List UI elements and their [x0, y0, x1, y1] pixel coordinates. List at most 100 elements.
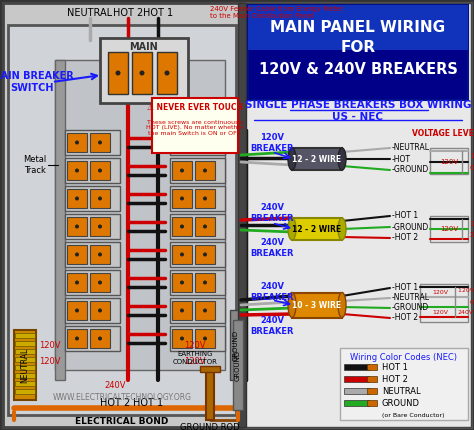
Text: 10 - 3 WIRE: 10 - 3 WIRE: [292, 301, 342, 310]
Bar: [67, 217, 87, 236]
Bar: [195, 301, 215, 320]
Text: GROUND: GROUND: [233, 329, 239, 361]
Text: GROUND: GROUND: [382, 399, 420, 408]
Ellipse shape: [180, 169, 184, 172]
Bar: [344, 400, 369, 406]
Ellipse shape: [203, 337, 207, 341]
Bar: [90, 133, 110, 152]
Ellipse shape: [180, 197, 184, 200]
Bar: [90, 245, 110, 264]
Bar: [15, 357, 35, 362]
Bar: [132, 52, 152, 94]
Text: MAIN PANEL WIRING: MAIN PANEL WIRING: [271, 21, 446, 36]
Bar: [65, 242, 120, 267]
Bar: [15, 389, 35, 394]
Text: 240V
BREAKER: 240V BREAKER: [250, 203, 294, 223]
Bar: [292, 148, 342, 170]
Ellipse shape: [75, 169, 79, 172]
Bar: [170, 242, 225, 267]
Ellipse shape: [288, 148, 296, 170]
Text: VOLTAGE LEVELS: VOLTAGE LEVELS: [412, 129, 474, 138]
Bar: [195, 329, 215, 348]
Bar: [100, 38, 188, 103]
Text: These screws are continuously
HOT (LIVE). No matter whether
the main Switch is O: These screws are continuously HOT (LIVE)…: [146, 120, 244, 136]
Ellipse shape: [203, 280, 207, 285]
Bar: [157, 52, 177, 94]
Bar: [170, 298, 225, 323]
Bar: [67, 301, 87, 320]
Bar: [367, 376, 377, 382]
Ellipse shape: [203, 141, 207, 144]
Bar: [65, 298, 120, 323]
Text: 120V: 120V: [39, 357, 61, 366]
Text: HOT 2: HOT 2: [382, 375, 408, 384]
Text: 120V & 240V BREAKERS: 120V & 240V BREAKERS: [258, 62, 457, 77]
Ellipse shape: [203, 224, 207, 228]
Bar: [195, 217, 215, 236]
Bar: [238, 3, 246, 427]
Text: 12 - 2 WIRE: 12 - 2 WIRE: [292, 154, 342, 163]
Ellipse shape: [338, 148, 346, 170]
Text: NEUTRAL: NEUTRAL: [382, 387, 420, 396]
Text: -HOT: -HOT: [392, 154, 411, 163]
Bar: [170, 270, 225, 295]
Text: HOT 2: HOT 2: [100, 398, 130, 408]
Text: 240V Feeder Cable from Energy Meter
to the Main Distribution Panel: 240V Feeder Cable from Energy Meter to t…: [210, 6, 343, 19]
Ellipse shape: [180, 280, 184, 285]
Bar: [292, 218, 342, 240]
Bar: [90, 189, 110, 208]
Ellipse shape: [180, 252, 184, 257]
Ellipse shape: [180, 337, 184, 341]
Text: 0V: 0V: [470, 165, 474, 171]
Text: GROUND ROD: GROUND ROD: [180, 424, 240, 430]
Bar: [3, 3, 241, 427]
Bar: [65, 214, 120, 239]
Ellipse shape: [98, 141, 102, 144]
Text: -GROUND: -GROUND: [392, 304, 429, 313]
Text: 120V: 120V: [432, 289, 448, 295]
Bar: [90, 161, 110, 180]
Ellipse shape: [98, 337, 102, 341]
Bar: [90, 301, 110, 320]
Text: MAIN: MAIN: [129, 42, 158, 52]
Text: HOT 1: HOT 1: [382, 362, 408, 372]
Bar: [420, 284, 468, 322]
Ellipse shape: [98, 224, 102, 228]
Text: Wiring Color Codes (NEC): Wiring Color Codes (NEC): [350, 353, 457, 362]
Bar: [172, 245, 192, 264]
Bar: [67, 133, 87, 152]
Text: -HOT 2: -HOT 2: [392, 313, 418, 322]
Text: FOR: FOR: [340, 40, 375, 55]
Bar: [170, 214, 225, 239]
Bar: [340, 348, 468, 420]
Ellipse shape: [164, 71, 170, 76]
Ellipse shape: [116, 71, 120, 76]
Ellipse shape: [75, 141, 79, 144]
Text: 120V: 120V: [440, 159, 458, 165]
Text: NEUTRAL: NEUTRAL: [67, 8, 112, 18]
Ellipse shape: [75, 308, 79, 313]
Text: HOT 2: HOT 2: [113, 8, 143, 18]
Bar: [55, 60, 65, 380]
Text: 12 - 2 WIRE: 12 - 2 WIRE: [292, 224, 342, 233]
Ellipse shape: [75, 337, 79, 341]
Text: -GROUND: -GROUND: [392, 166, 429, 175]
Bar: [200, 366, 220, 372]
Ellipse shape: [180, 308, 184, 313]
Text: EARTHING
CONDUCTOR: EARTHING CONDUCTOR: [173, 351, 218, 365]
Bar: [172, 217, 192, 236]
Bar: [344, 388, 369, 394]
Bar: [172, 301, 192, 320]
Ellipse shape: [75, 197, 79, 200]
Text: NEUTRAL: NEUTRAL: [20, 347, 29, 383]
Bar: [67, 273, 87, 292]
Bar: [430, 148, 468, 174]
Ellipse shape: [139, 71, 145, 76]
Bar: [344, 364, 369, 370]
Text: 120V 120V: 120V 120V: [458, 289, 474, 294]
Bar: [65, 186, 120, 211]
Text: GROUND: GROUND: [235, 350, 241, 381]
Text: (or Bare Conductor): (or Bare Conductor): [382, 412, 445, 418]
Ellipse shape: [288, 218, 296, 240]
Bar: [55, 60, 225, 370]
